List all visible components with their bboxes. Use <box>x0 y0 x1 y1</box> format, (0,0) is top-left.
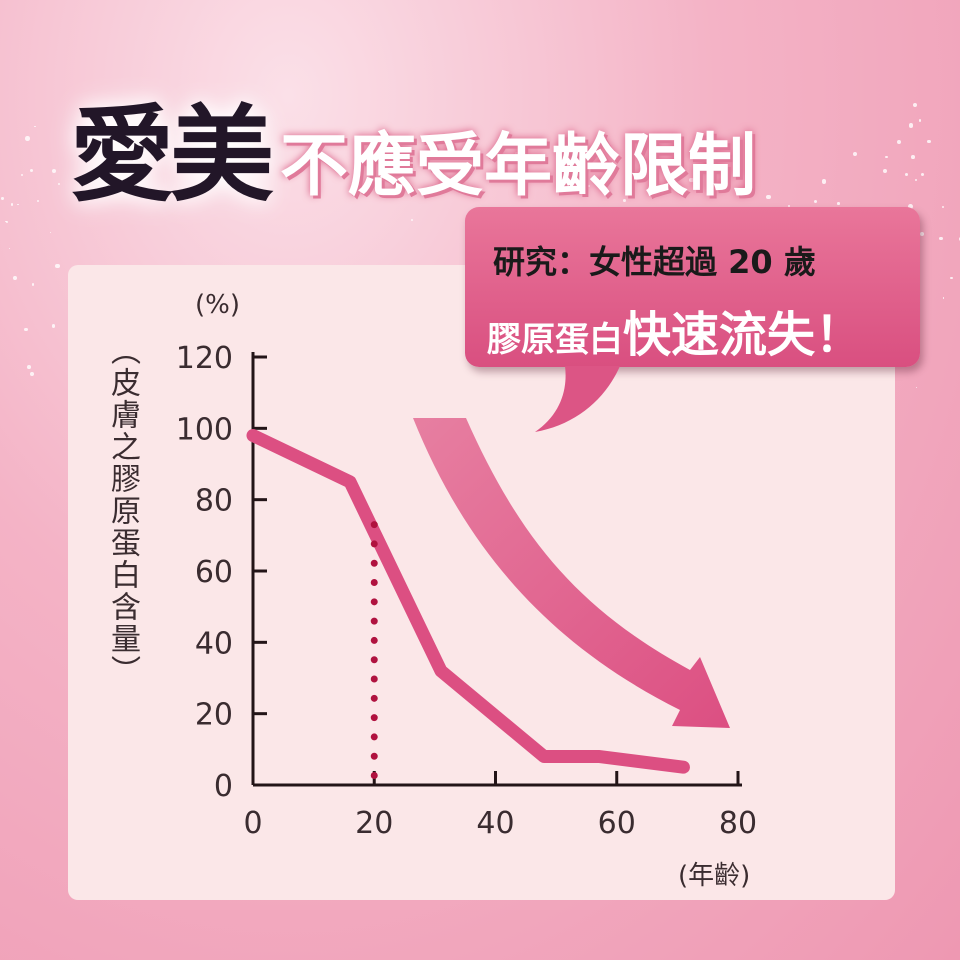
callout-line1: 研究：女性超過 20 歲 <box>493 243 816 281</box>
trend-arrow-icon <box>413 418 730 728</box>
collagen-line <box>246 428 690 774</box>
sparkle <box>52 168 57 174</box>
callout-line2-emphasis: 快速流失！ <box>623 307 864 363</box>
callout-line2-prefix: 膠原蛋白 <box>487 320 623 360</box>
y-tick-label: 20 <box>195 698 233 733</box>
callout-box: 研究：女性超過 20 歲 膠原蛋白快速流失！ <box>465 207 920 367</box>
sparkle <box>836 202 840 205</box>
sparkle <box>31 283 35 286</box>
y-tick-label: 80 <box>195 484 233 519</box>
sparkle <box>514 151 518 155</box>
headline-rest: 不應受年齡限制 <box>280 126 757 206</box>
sparkle <box>904 172 908 176</box>
sparkle <box>787 204 791 208</box>
x-tick-label: 80 <box>719 806 757 841</box>
sparkle <box>29 168 34 173</box>
x-tick-label: 20 <box>355 806 393 841</box>
sparkle <box>911 155 915 159</box>
sparkle <box>36 200 39 203</box>
x-tick-label: 0 <box>243 806 262 841</box>
chart-panel <box>68 265 895 900</box>
callout-line2: 膠原蛋白快速流失！ <box>487 295 863 365</box>
headline: 愛美 不應受年齡限制 <box>70 70 756 221</box>
sparkle <box>1 197 4 200</box>
sparkle <box>915 179 918 182</box>
sparkle <box>25 136 30 141</box>
sparkle <box>919 231 924 236</box>
y-unit-label: (%) <box>195 290 240 320</box>
sparkle <box>896 140 901 145</box>
sparkle <box>57 182 61 186</box>
sparkle <box>919 119 922 122</box>
sparkle <box>766 194 771 200</box>
sparkle <box>586 156 592 161</box>
x-tick-label: 60 <box>598 806 636 841</box>
sparkle <box>430 186 432 189</box>
sparkle <box>5 221 7 223</box>
sparkle <box>20 174 23 177</box>
y-tick-label: 100 <box>176 412 233 447</box>
y-tick-label: 40 <box>195 626 233 661</box>
sparkle <box>26 364 31 369</box>
sparkle <box>8 248 10 250</box>
sparkle <box>664 184 666 186</box>
x-unit-label: (年齡) <box>678 861 751 891</box>
sparkle <box>885 155 888 159</box>
sparkle <box>10 203 14 206</box>
sparkle <box>588 185 591 188</box>
y-axis-label: （皮膚之膠原蛋白含量） <box>105 335 140 687</box>
sparkle <box>941 205 945 208</box>
sparkle <box>913 102 918 107</box>
y-tick-label: 60 <box>195 555 233 590</box>
sparkle <box>598 150 601 154</box>
sparkle <box>51 324 56 328</box>
sparkle <box>24 327 28 332</box>
sparkle <box>882 168 887 173</box>
sparkle <box>950 276 953 280</box>
sparkle <box>942 297 944 299</box>
sparkle <box>926 139 931 144</box>
sparkle <box>853 152 858 156</box>
sparkle <box>54 263 60 269</box>
sparkle <box>689 177 695 183</box>
sparkle <box>34 125 36 128</box>
sparkle <box>813 199 818 203</box>
sparkle <box>623 199 627 202</box>
sparkle <box>49 232 52 234</box>
sparkle <box>605 166 611 172</box>
x-tick-label: 40 <box>476 806 514 841</box>
sparkle <box>939 236 943 241</box>
sparkle <box>16 203 19 206</box>
sparkle <box>12 275 17 280</box>
sparkle <box>29 371 34 376</box>
sparkle <box>908 204 914 209</box>
sparkle <box>410 218 413 222</box>
y-tick-label: 120 <box>176 341 233 376</box>
sparkle <box>406 150 409 152</box>
sparkle <box>600 160 602 163</box>
sparkle <box>920 172 925 177</box>
sparkle <box>821 178 827 184</box>
sparkle <box>6 221 9 224</box>
sparkle <box>915 386 918 389</box>
y-tick-label: 0 <box>214 769 233 804</box>
sparkle <box>908 123 914 128</box>
headline-emphasis: 愛美 <box>70 93 274 216</box>
